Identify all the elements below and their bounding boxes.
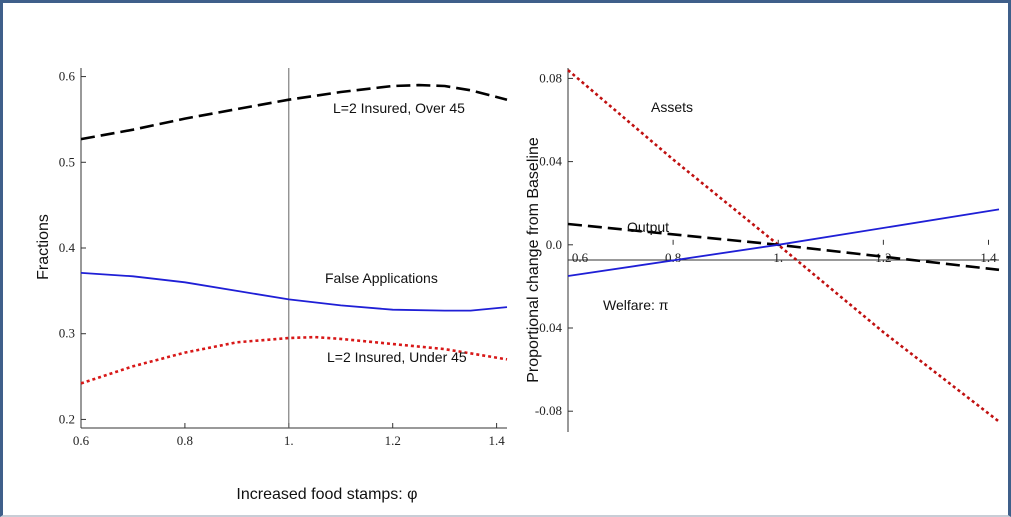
left-x-tick-label: 1.2 bbox=[385, 433, 401, 448]
left-y-tick-label: 0.5 bbox=[59, 154, 75, 169]
right-series-line-2 bbox=[567, 208, 1000, 277]
right-x-tick-label: 0.8 bbox=[665, 250, 681, 265]
annotation-output: Output bbox=[627, 219, 669, 235]
right-y-axis-label: Proportional change from Baseline bbox=[525, 137, 542, 383]
right-series-line-0 bbox=[567, 69, 1000, 423]
left-y-axis-label: Fractions bbox=[35, 214, 52, 280]
annotation-under-45: L=2 Insured, Under 45 bbox=[327, 349, 467, 365]
right-x-tick-label: 1.4 bbox=[980, 250, 997, 265]
left-series-line-2 bbox=[80, 335, 508, 385]
right-chart: 0.6 0.8 1. 1.2 1.4 0.08 0.04 0.0 -0.04 -0.08 Prop… bbox=[525, 68, 1000, 432]
left-y-tick-label: 0.2 bbox=[59, 411, 75, 426]
annotation-over-45: L=2 Insured, Over 45 bbox=[333, 100, 465, 116]
right-y-tick-label: -0.08 bbox=[535, 403, 562, 418]
left-series-line-1 bbox=[80, 272, 508, 312]
left-x-tick-label: 0.8 bbox=[177, 433, 193, 448]
left-ticks: 0.6 0.8 1. 1.2 1.4 0.2 0.3 0.4 0.5 0.6 bbox=[59, 68, 505, 448]
right-x-tick-label: 0.6 bbox=[572, 250, 589, 265]
left-y-tick-label: 0.4 bbox=[59, 240, 76, 255]
left-series-group bbox=[80, 83, 508, 385]
right-ticks: 0.6 0.8 1. 1.2 1.4 0.08 0.04 0.0 -0.04 -0.08 bbox=[535, 70, 997, 418]
right-x-tick-label: 1. bbox=[773, 250, 783, 265]
left-x-tick-label: 1.4 bbox=[488, 433, 505, 448]
annotation-welfare: Welfare: π bbox=[603, 297, 669, 313]
left-y-tick-label: 0.3 bbox=[59, 326, 75, 341]
right-y-tick-label: 0.08 bbox=[539, 70, 562, 85]
annotation-false-applications: False Applications bbox=[325, 270, 438, 286]
right-series-group bbox=[567, 69, 1000, 423]
right-y-tick-label: -0.04 bbox=[535, 320, 563, 335]
right-y-tick-label: 0.04 bbox=[539, 154, 562, 169]
left-x-axis-label: Increased food stamps: φ bbox=[236, 486, 417, 503]
annotation-assets: Assets bbox=[651, 99, 693, 115]
left-x-tick-label: 0.6 bbox=[73, 433, 90, 448]
right-x-tick-label: 1.2 bbox=[875, 250, 891, 265]
left-x-tick-label: 1. bbox=[284, 433, 294, 448]
left-chart: 0.6 0.8 1. 1.2 1.40.20.30.40.50.6 Fractions … bbox=[35, 68, 508, 503]
left-y-tick-label: 0.6 bbox=[59, 69, 76, 84]
left-series-line-0 bbox=[80, 83, 508, 141]
right-y-tick-label: 0.0 bbox=[546, 237, 562, 252]
